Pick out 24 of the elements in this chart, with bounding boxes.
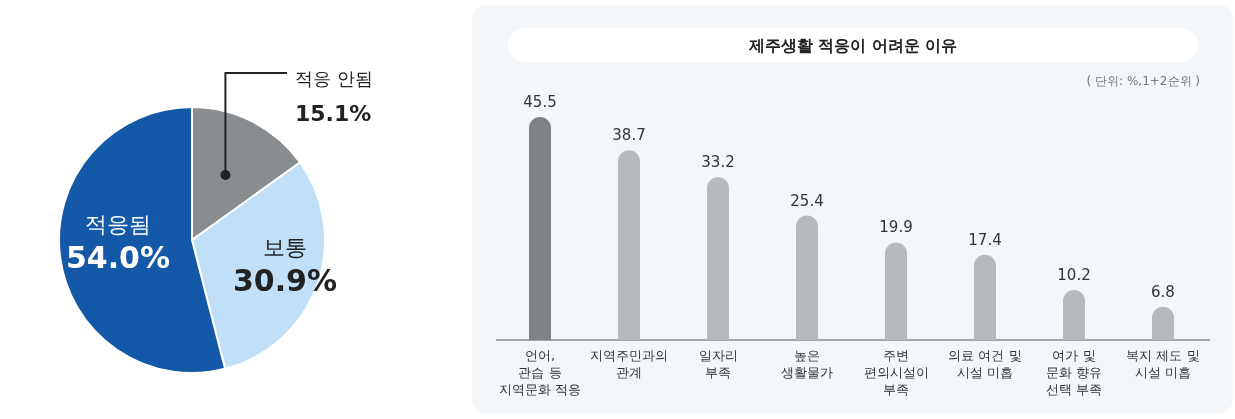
x-tick-label: 지역주민과의 관계 [590,348,668,380]
data-label: 6.8 [1151,282,1175,301]
x-tick-label: 복지 제도 및 시설 미흡 [1126,348,1200,380]
data-label: 25.4 [790,191,824,210]
slice-label: 적응 안됨 [295,68,373,89]
slice-label: 보통 [263,235,307,260]
x-tick-label: 일자리 부족 [698,348,738,380]
data-label: 33.2 [701,153,735,172]
x-tick-label: 의료 여건 및 시설 미흡 [948,348,1022,380]
chart-title: 제주생활 적응이 어려운 이유 [747,36,958,55]
x-tick-label: 주변 편의시설이 부족 [863,348,929,397]
data-label: 45.5 [523,93,557,111]
x-tick-label: 언어, 관습 등 지역문화 적응 [498,348,582,397]
data-label: 30.9% [232,263,338,298]
data-label: 17.4 [968,230,1002,249]
data-label: 54.0% [65,240,171,275]
chart-subtitle: ( 단위: %,1+2순위 ) [1086,74,1200,88]
data-label: 10.2 [1057,266,1091,285]
slice-label: 적응됨 [85,212,151,237]
x-tick-label: 높은 생활물가 [781,348,833,380]
data-label: 15.1% [295,101,372,126]
x-tick-label: 여가 및 문화 향유 선택 부족 [1045,348,1103,397]
data-label: 38.7 [612,126,646,145]
data-label: 19.9 [879,218,913,237]
